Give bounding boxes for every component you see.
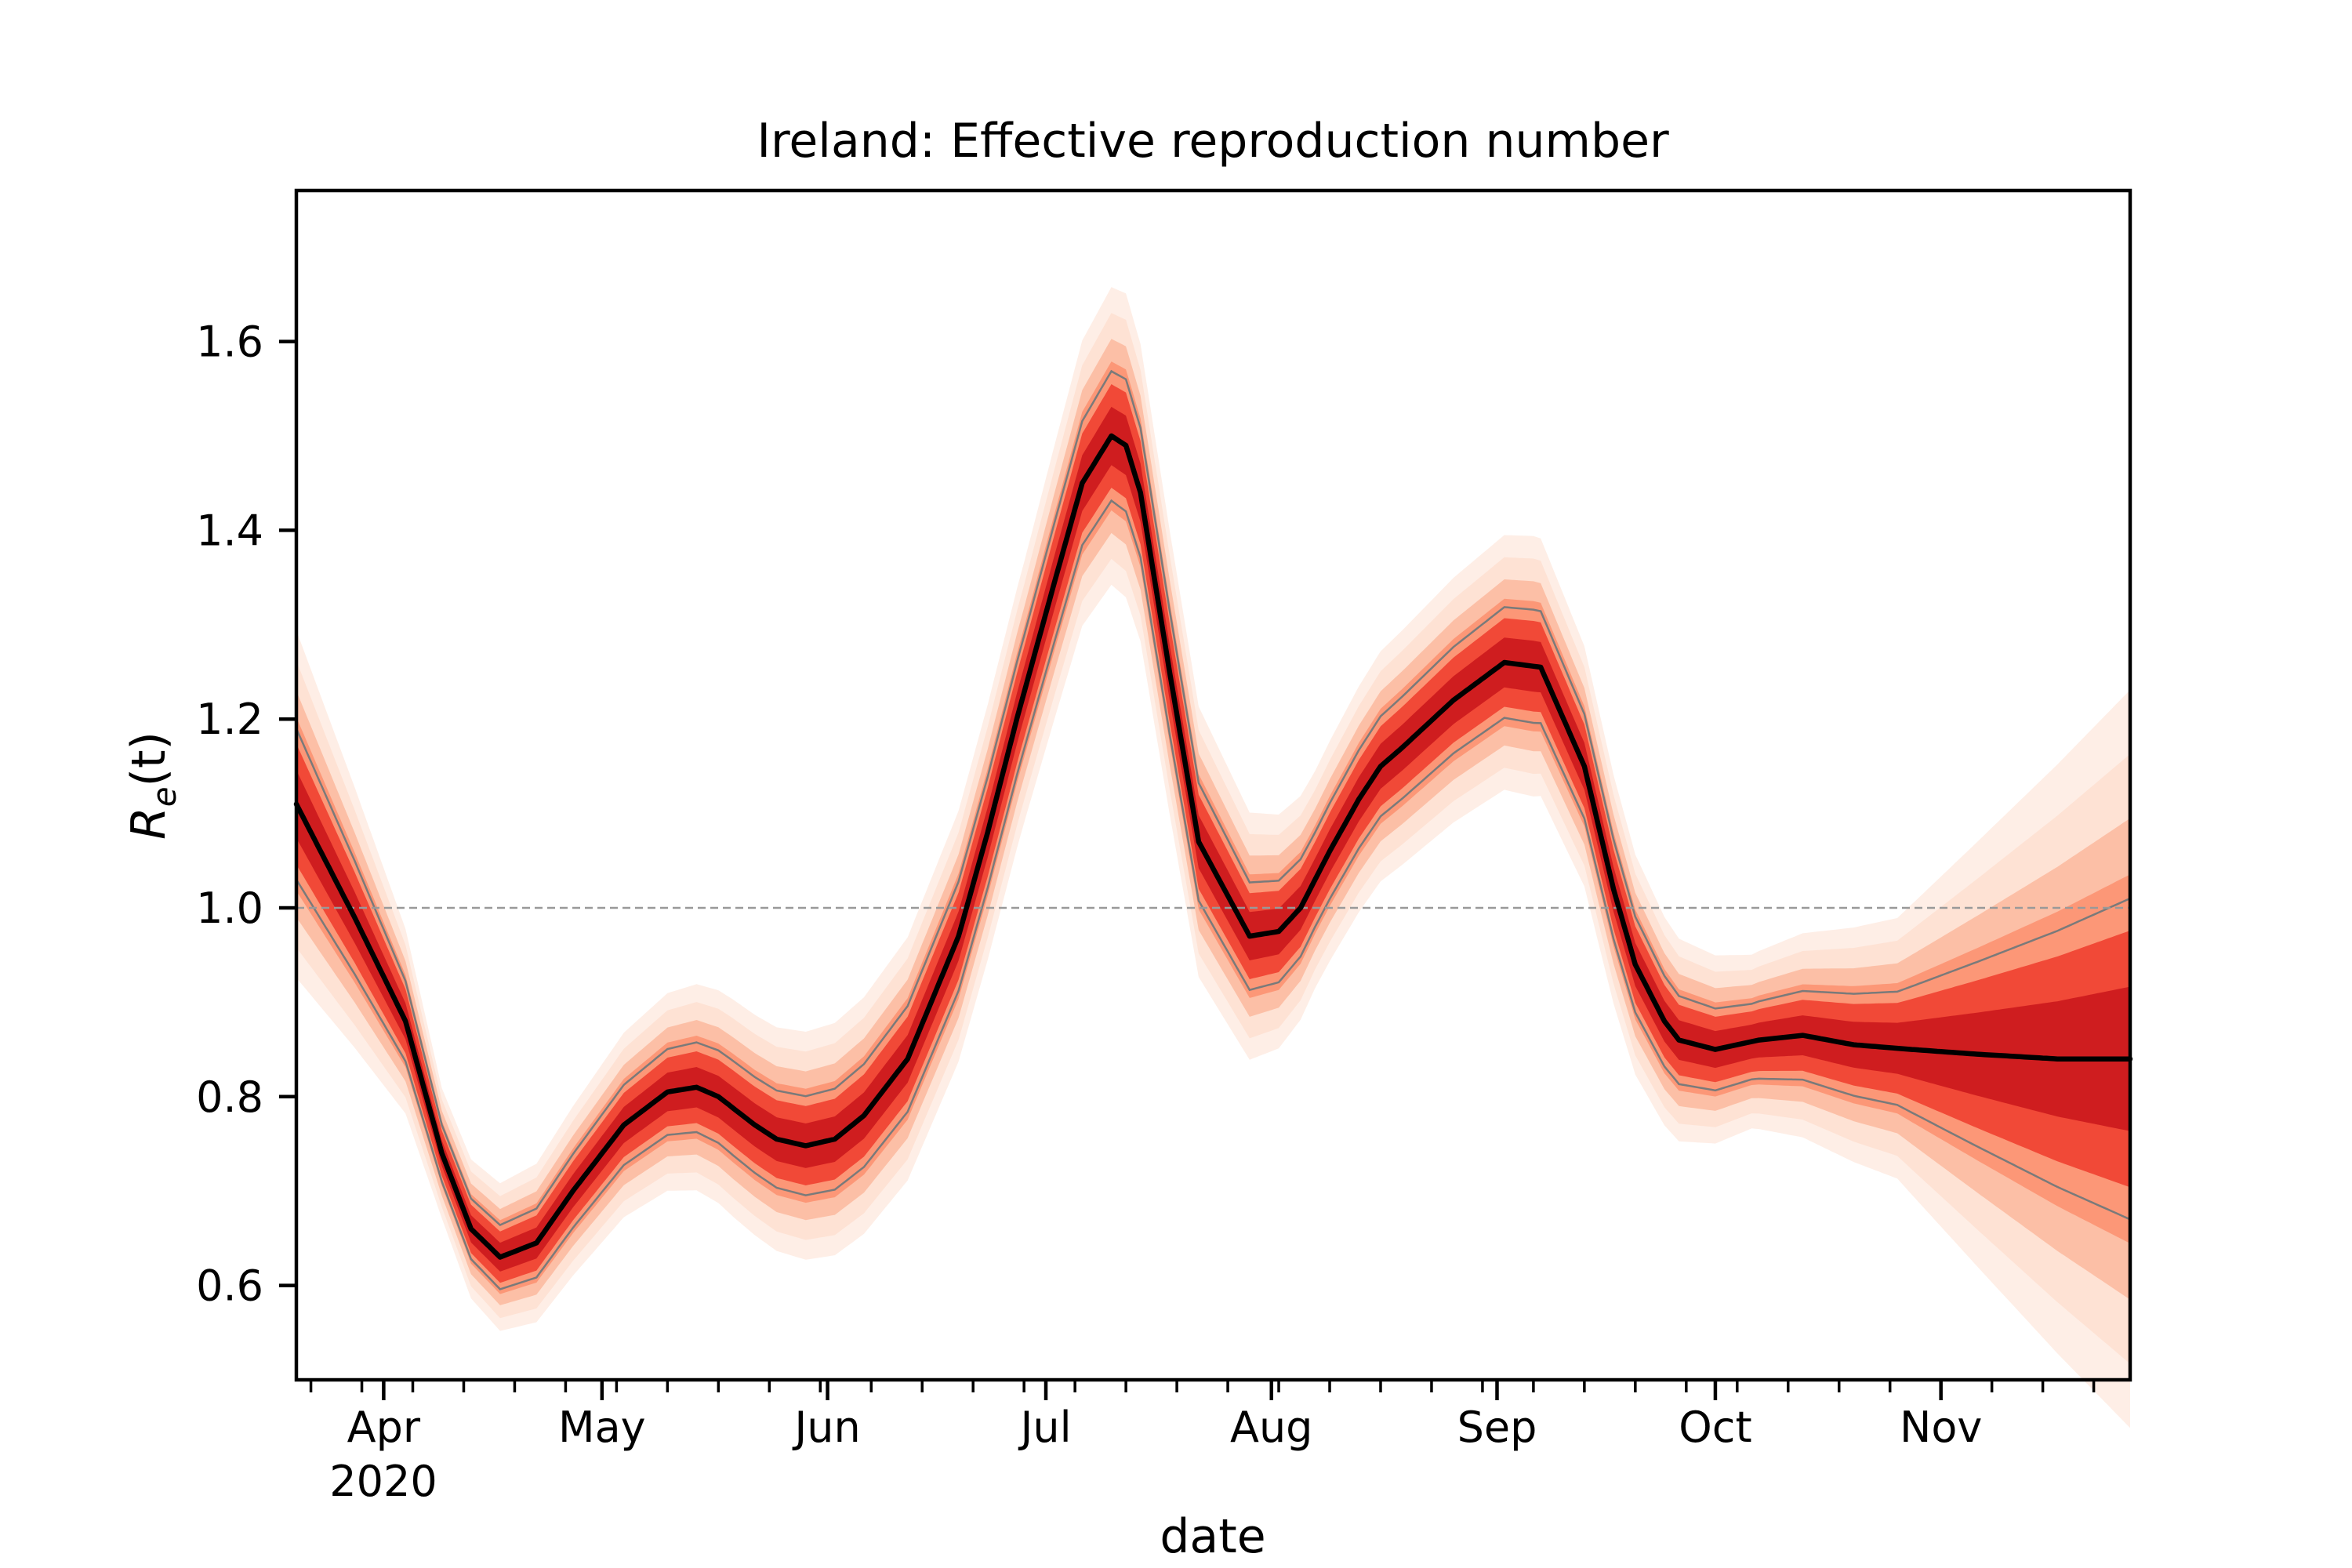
x-year-label: 2020 — [329, 1457, 437, 1506]
median-line — [293, 433, 2133, 1260]
x-tick-label: Aug — [1230, 1403, 1312, 1452]
x-tick-label: Sep — [1457, 1403, 1537, 1452]
x-tick-label: Apr — [347, 1403, 421, 1452]
x-tick-label: Oct — [1679, 1403, 1751, 1452]
upper-interval-line — [295, 369, 2131, 1226]
y-tick-label: 0.8 — [196, 1073, 263, 1122]
x-axis: Apr May Jun Jul Aug Sep Oct Nov — [309, 1380, 2096, 1452]
y-axis-label-main: R — [122, 807, 176, 840]
x-tick-label: Jul — [1018, 1403, 1071, 1452]
y-tick-label: 1.4 — [196, 506, 263, 555]
y-tick-label: 1.2 — [196, 695, 263, 744]
x-tick-label: Nov — [1900, 1403, 1982, 1452]
chart-title: Ireland: Effective reproduction number — [757, 114, 1669, 169]
x-tick-label: Jun — [792, 1403, 860, 1452]
plot-frame — [294, 188, 2132, 1382]
y-axis: 0.6 0.8 1.0 1.2 1.4 1.6 — [196, 318, 296, 1311]
credible-interval-lines — [295, 369, 2131, 1290]
y-tick-label: 0.6 — [196, 1261, 263, 1311]
y-axis-label-arg: (t) — [122, 731, 176, 786]
lower-interval-line — [295, 499, 2131, 1290]
x-axis-label: date — [1160, 1509, 1265, 1564]
y-axis-label-sub: e — [145, 786, 183, 807]
uncertainty-bands — [296, 287, 2130, 1428]
y-tick-label: 1.0 — [196, 884, 263, 933]
y-axis-label: Re(t) — [122, 731, 183, 840]
x-tick-label: May — [558, 1403, 646, 1452]
y-tick-label: 1.6 — [196, 318, 263, 367]
uncertainty-band-5 — [296, 384, 2130, 1283]
